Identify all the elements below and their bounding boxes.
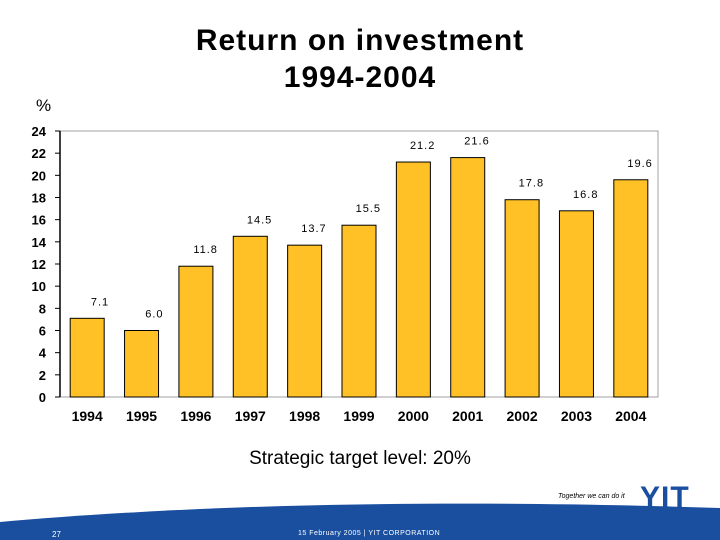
x-tick-label: 1999 <box>343 408 374 424</box>
bar <box>124 330 160 398</box>
bar <box>287 244 323 398</box>
x-tick-label: 2001 <box>452 408 483 424</box>
bar <box>232 235 268 398</box>
x-tick-label: 2000 <box>398 408 429 424</box>
bar <box>558 210 594 398</box>
data-label: 14.5 <box>247 214 272 226</box>
data-label: 21.2 <box>410 140 435 152</box>
y-tick-label: 10 <box>32 279 46 294</box>
y-tick-label: 6 <box>39 324 46 339</box>
bar <box>178 265 214 398</box>
y-tick-label: 22 <box>32 146 46 161</box>
footer-wave <box>0 503 720 540</box>
data-label: 15.5 <box>356 203 381 215</box>
bar <box>504 199 540 398</box>
strategic-target-text: Strategic target level: 20% <box>249 448 471 469</box>
x-tick-label: 2003 <box>561 408 592 424</box>
data-label: 6.0 <box>145 309 163 321</box>
y-tick-label: 14 <box>32 235 47 250</box>
x-tick-label: 1995 <box>126 408 157 424</box>
chart-subtitle: 1994-2004 <box>283 61 437 94</box>
x-tick-label: 2004 <box>615 408 646 424</box>
y-tick-label: 16 <box>32 213 46 228</box>
chart-title: Return on investment <box>195 24 525 57</box>
footer-text: 15 February 2005 | YIT CORPORATION <box>298 530 441 537</box>
bar <box>395 161 431 398</box>
data-label: 19.6 <box>627 158 652 170</box>
x-tick-label: 1996 <box>180 408 211 424</box>
tagline: Together we can do it <box>558 493 625 500</box>
y-tick-label: 24 <box>32 124 47 139</box>
bar <box>341 224 377 398</box>
data-label: 16.8 <box>573 189 598 201</box>
page-number: 27 <box>52 530 61 539</box>
data-label: 17.8 <box>519 178 544 190</box>
y-tick-label: 2 <box>39 368 46 383</box>
bar <box>613 179 649 398</box>
footer-band <box>0 503 720 540</box>
y-tick-label: 20 <box>32 168 46 183</box>
x-tick-label: 1998 <box>289 408 320 424</box>
y-tick-label: 4 <box>39 346 47 361</box>
x-tick-label: 2002 <box>507 408 538 424</box>
data-label: 21.6 <box>464 136 489 148</box>
y-tick-label: 0 <box>39 390 46 405</box>
data-label: 7.1 <box>91 296 109 308</box>
y-tick-label: 18 <box>32 191 46 206</box>
x-tick-label: 1994 <box>72 408 103 424</box>
data-label: 11.8 <box>193 244 218 256</box>
y-tick-label: 8 <box>39 301 46 316</box>
x-tick-label: 1997 <box>235 408 266 424</box>
bar <box>450 157 486 398</box>
bar <box>69 317 105 398</box>
data-label: 13.7 <box>301 223 326 235</box>
y-tick-label: 12 <box>32 257 46 272</box>
y-axis-unit: % <box>36 96 52 115</box>
